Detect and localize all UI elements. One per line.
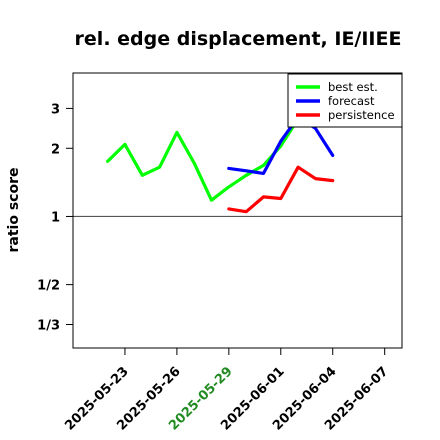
y-tick-label: 2	[51, 142, 60, 157]
legend-label: best est.	[328, 80, 378, 94]
chart-title: rel. edge displacement, IE/IIEE	[75, 28, 402, 50]
y-tick-label: 3	[51, 102, 60, 117]
y-tick-label: 1	[51, 210, 60, 225]
plot-frame	[72, 72, 403, 349]
series-line-forecast	[227, 115, 335, 175]
legend-label: forecast	[328, 94, 375, 108]
y-axis-label: ratio score	[6, 168, 22, 253]
legend-label: persistence	[328, 108, 395, 122]
series-line-persistence	[227, 165, 335, 214]
y-tick-label: 1/3	[37, 319, 60, 334]
y-tick-label: 1/2	[37, 279, 60, 294]
series-line-best-est	[105, 117, 300, 202]
